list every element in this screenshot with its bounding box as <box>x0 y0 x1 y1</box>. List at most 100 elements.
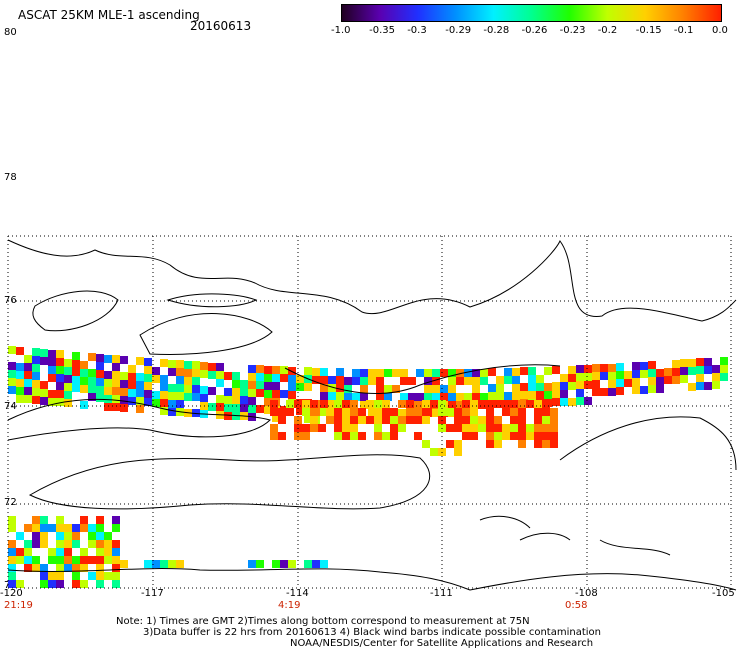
wind-cell <box>80 369 88 377</box>
wind-cell <box>32 532 40 540</box>
wind-cell <box>48 390 56 398</box>
wind-cell <box>648 385 656 393</box>
wind-cell <box>342 432 350 440</box>
wind-cell <box>48 398 56 406</box>
wind-cell <box>176 392 184 400</box>
wind-cell <box>696 366 704 374</box>
wind-cell <box>424 385 432 393</box>
wind-cell <box>96 556 104 564</box>
wind-cell <box>88 369 96 377</box>
wind-cell <box>56 366 64 374</box>
wind-cell <box>24 524 32 532</box>
wind-cell <box>560 382 568 390</box>
wind-cell <box>542 400 550 408</box>
wind-cell <box>336 384 344 392</box>
wind-cell <box>256 389 264 397</box>
wind-cell <box>168 560 176 568</box>
wind-cell <box>616 371 624 379</box>
wind-cell <box>720 365 728 373</box>
wind-cell <box>224 412 232 420</box>
wind-cell <box>224 396 232 404</box>
wind-cell <box>136 397 144 405</box>
wind-cell <box>494 416 502 424</box>
wind-cell <box>104 572 112 580</box>
wind-cell <box>32 516 40 524</box>
wind-cell <box>208 387 216 395</box>
wind-cell <box>120 356 128 364</box>
wind-cell <box>104 532 112 540</box>
wind-cell <box>360 393 368 401</box>
wind-cell <box>48 358 56 366</box>
wind-cell <box>454 416 462 424</box>
wind-cell <box>272 414 280 422</box>
wind-cell <box>550 424 558 432</box>
colorbar-tick: -0.2 <box>597 25 618 36</box>
wind-cell <box>104 403 112 411</box>
wind-cell <box>448 401 456 409</box>
wind-cell <box>568 382 576 390</box>
wind-cell <box>302 408 310 416</box>
wind-cell <box>688 383 696 391</box>
wind-cell <box>534 432 542 440</box>
wind-cell <box>320 376 328 384</box>
wind-cell <box>502 408 510 416</box>
wind-cell <box>112 387 120 395</box>
wind-cell <box>336 376 344 384</box>
wind-cell <box>352 393 360 401</box>
coast-fragment-b <box>599 539 671 556</box>
wind-cell <box>128 381 136 389</box>
wind-cell <box>120 404 128 412</box>
wind-cell <box>592 364 600 372</box>
wind-cell <box>88 524 96 532</box>
wind-cell <box>440 393 448 401</box>
wind-cell <box>144 382 152 390</box>
wind-cell <box>184 385 192 393</box>
time-label-3: 0:58 <box>565 600 588 611</box>
wind-cell <box>168 368 176 376</box>
wind-cell <box>302 400 310 408</box>
wind-cell <box>112 379 120 387</box>
wind-cell <box>272 374 280 382</box>
wind-cell <box>342 400 350 408</box>
wind-cell <box>104 387 112 395</box>
wind-cell <box>398 416 406 424</box>
wind-cell <box>366 400 374 408</box>
wind-cell <box>16 548 24 556</box>
wind-cell <box>656 369 664 377</box>
wind-cell <box>496 400 504 408</box>
wind-cell <box>72 376 80 384</box>
wind-cell <box>632 378 640 386</box>
wind-cell <box>152 367 160 375</box>
wind-cell <box>72 580 80 588</box>
wind-cell <box>8 386 16 394</box>
wind-cell <box>32 556 40 564</box>
wind-cell <box>502 432 510 440</box>
wind-cell <box>518 424 526 432</box>
wind-cell <box>512 368 520 376</box>
wind-cell <box>120 396 128 404</box>
colorbar-tick: -0.35 <box>369 25 395 36</box>
wind-cell <box>390 432 398 440</box>
wind-cell <box>462 424 470 432</box>
wind-cell <box>358 408 366 416</box>
wind-cell <box>550 432 558 440</box>
wind-cell <box>494 432 502 440</box>
wind-cell <box>270 408 278 416</box>
wind-cell <box>280 374 288 382</box>
wind-cell <box>400 377 408 385</box>
wind-cell <box>624 371 632 379</box>
wind-cell <box>534 408 542 416</box>
wind-cell <box>72 572 80 580</box>
wind-cell <box>358 432 366 440</box>
wind-cell <box>560 374 568 382</box>
wind-cell <box>104 395 112 403</box>
wind-cell <box>368 377 376 385</box>
wind-cell <box>72 360 80 368</box>
wind-cell <box>432 409 440 417</box>
wind-cell <box>16 387 24 395</box>
wind-cell <box>552 398 560 406</box>
note-line-2: 3)Data buffer is 22 hrs from 20160613 4)… <box>143 627 601 638</box>
wind-cell <box>192 369 200 377</box>
wind-cell <box>56 516 64 524</box>
